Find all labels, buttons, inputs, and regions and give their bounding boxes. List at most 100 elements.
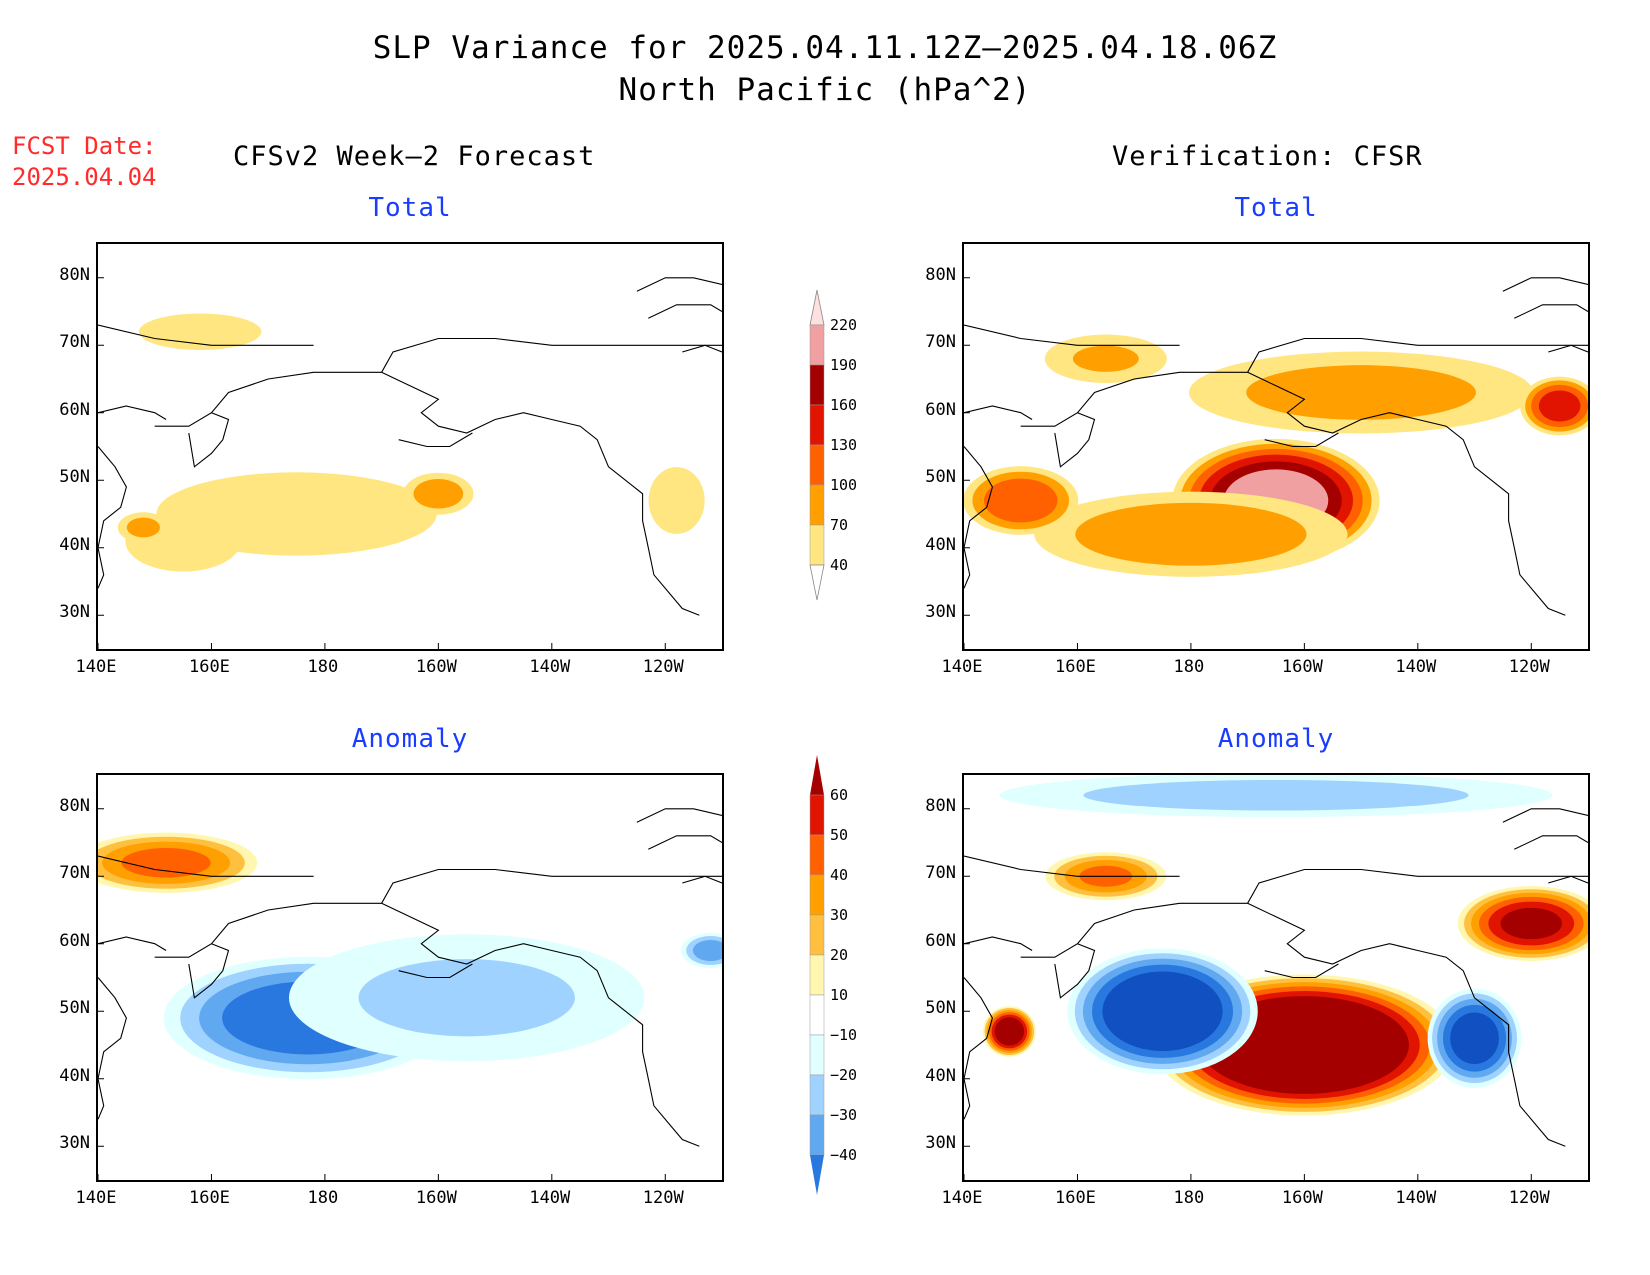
ytick-label-2-2: 60N xyxy=(59,930,90,951)
contour-1-3-70 xyxy=(1246,365,1476,420)
contour-3-2--50 xyxy=(1450,1012,1499,1064)
ytick-label-3-3: 50N xyxy=(925,998,956,1019)
contour-1-1-70 xyxy=(1075,502,1307,566)
fcst-date-label: FCST Date: xyxy=(12,132,157,160)
coastline-2-8 xyxy=(636,808,722,823)
xtick-label-2-5: 120W xyxy=(642,1188,684,1208)
xtick-label-3-3: 160W xyxy=(1281,1188,1323,1208)
fcst-date-value: 2025.04.04 xyxy=(12,163,157,191)
contour-3-1--50 xyxy=(1102,971,1223,1051)
coastline-2-9 xyxy=(648,835,722,850)
colorbar-total-label-4: 100 xyxy=(830,476,857,494)
ytick-label-2-5: 30N xyxy=(59,1133,90,1154)
xtick-label-0-1: 160E xyxy=(188,657,230,677)
colorbar-anomaly-label-5: 10 xyxy=(830,986,848,1004)
coastline-3-0 xyxy=(964,977,993,1120)
coastline-1-6 xyxy=(964,324,1180,346)
colorbar-total-label-6: 40 xyxy=(830,556,848,574)
xtick-label-0-3: 160W xyxy=(415,657,457,677)
coastline-2-1 xyxy=(154,902,382,958)
ytick-label-1-1: 70N xyxy=(925,332,956,353)
coastline-1-0 xyxy=(964,446,993,589)
coastline-2-4 xyxy=(398,963,473,979)
verification-anomaly-subtitle: Anomaly xyxy=(1217,724,1335,754)
coastline-0-5 xyxy=(381,337,722,373)
colorbar-anomaly-top xyxy=(810,755,824,795)
coastline-2-2 xyxy=(188,943,230,999)
forecast-anomaly-map xyxy=(96,773,724,1182)
contour-1-4-130 xyxy=(1538,390,1581,422)
xtick-label-2-2: 180 xyxy=(307,1188,339,1208)
contour-1-5-70 xyxy=(1072,345,1139,372)
colorbar-total-swatch-5 xyxy=(809,524,825,566)
colorbar-total-swatch-0 xyxy=(809,324,825,366)
contour-2-1--20 xyxy=(358,959,575,1037)
ytick-label-2-0: 80N xyxy=(59,795,90,816)
forecast-anomaly-subtitle: Anomaly xyxy=(351,724,469,754)
main-title-line2: North Pacific (hPa^2) xyxy=(618,72,1032,108)
colorbar-anomaly-swatch-6 xyxy=(809,1034,825,1076)
coastline-1-3 xyxy=(1247,371,1566,616)
ytick-label-1-2: 60N xyxy=(925,399,956,420)
coastline-3-5 xyxy=(1247,868,1588,904)
contour-3-6-60 xyxy=(1500,907,1563,940)
ytick-label-3-4: 40N xyxy=(925,1065,956,1086)
coastline-3-1 xyxy=(1020,902,1248,958)
coastline-0-8 xyxy=(636,277,722,292)
coastline-3-7 xyxy=(964,936,1033,951)
coastline-0-0 xyxy=(98,446,127,589)
colorbar-total-swatch-2 xyxy=(809,404,825,446)
xtick-label-1-3: 160W xyxy=(1281,657,1323,677)
coastline-0-1 xyxy=(154,371,382,427)
colorbar-total-label-2: 160 xyxy=(830,396,857,414)
ytick-label-3-2: 60N xyxy=(925,930,956,951)
colorbar-anomaly-swatch-7 xyxy=(809,1074,825,1116)
xtick-label-3-0: 140E xyxy=(941,1188,983,1208)
xtick-label-3-5: 120W xyxy=(1508,1188,1550,1208)
xtick-label-3-2: 180 xyxy=(1173,1188,1205,1208)
ytick-label-2-1: 70N xyxy=(59,863,90,884)
coastline-3-10 xyxy=(1548,875,1588,884)
coastline-2-10 xyxy=(682,875,722,884)
xtick-label-2-0: 140E xyxy=(75,1188,117,1208)
ytick-label-3-1: 70N xyxy=(925,863,956,884)
colorbar-anomaly-label-3: 30 xyxy=(830,906,848,924)
coastline-1-1 xyxy=(1020,371,1248,427)
colorbar-anomaly-label-8: −30 xyxy=(830,1106,857,1124)
coastline-1-10 xyxy=(1548,344,1588,353)
colorbar-anomaly-swatch-8 xyxy=(809,1114,825,1156)
coastline-0-2 xyxy=(188,412,230,468)
xtick-label-0-4: 140W xyxy=(529,657,571,677)
colorbar-anomaly-swatch-4 xyxy=(809,954,825,996)
ytick-label-1-5: 30N xyxy=(925,602,956,623)
ytick-label-0-4: 40N xyxy=(59,534,90,555)
colorbar-anomaly-swatch-1 xyxy=(809,834,825,876)
verification-total-subtitle: Total xyxy=(1234,193,1318,223)
ytick-label-3-0: 80N xyxy=(925,795,956,816)
contour-2-3-40 xyxy=(121,848,211,878)
verification-header: Verification: CFSR xyxy=(1112,141,1423,172)
xtick-label-3-4: 140W xyxy=(1395,1188,1437,1208)
colorbar-anomaly-label-9: −40 xyxy=(830,1146,857,1164)
contour-3-4-60 xyxy=(994,1017,1025,1046)
coastline-1-2 xyxy=(1054,412,1096,468)
colorbar-anomaly-swatch-0 xyxy=(809,794,825,836)
ytick-label-2-4: 40N xyxy=(59,1065,90,1086)
coastline-3-2 xyxy=(1054,943,1096,999)
coastline-0-4 xyxy=(398,432,473,448)
forecast-total-subtitle: Total xyxy=(368,193,452,223)
xtick-label-0-0: 140E xyxy=(75,657,117,677)
xtick-label-2-1: 160E xyxy=(188,1188,230,1208)
coastline-2-0 xyxy=(98,977,127,1120)
xtick-label-2-3: 160W xyxy=(415,1188,457,1208)
coastline-1-7 xyxy=(964,405,1033,420)
ytick-label-3-5: 30N xyxy=(925,1133,956,1154)
ytick-label-1-0: 80N xyxy=(925,264,956,285)
coastline-3-3 xyxy=(1247,902,1566,1147)
coastline-2-3 xyxy=(381,902,700,1147)
colorbar-anomaly-label-1: 50 xyxy=(830,826,848,844)
ytick-label-0-0: 80N xyxy=(59,264,90,285)
contour-3-3--20 xyxy=(1083,779,1469,811)
forecast-total-map xyxy=(96,242,724,651)
coastline-3-9 xyxy=(1514,835,1588,850)
